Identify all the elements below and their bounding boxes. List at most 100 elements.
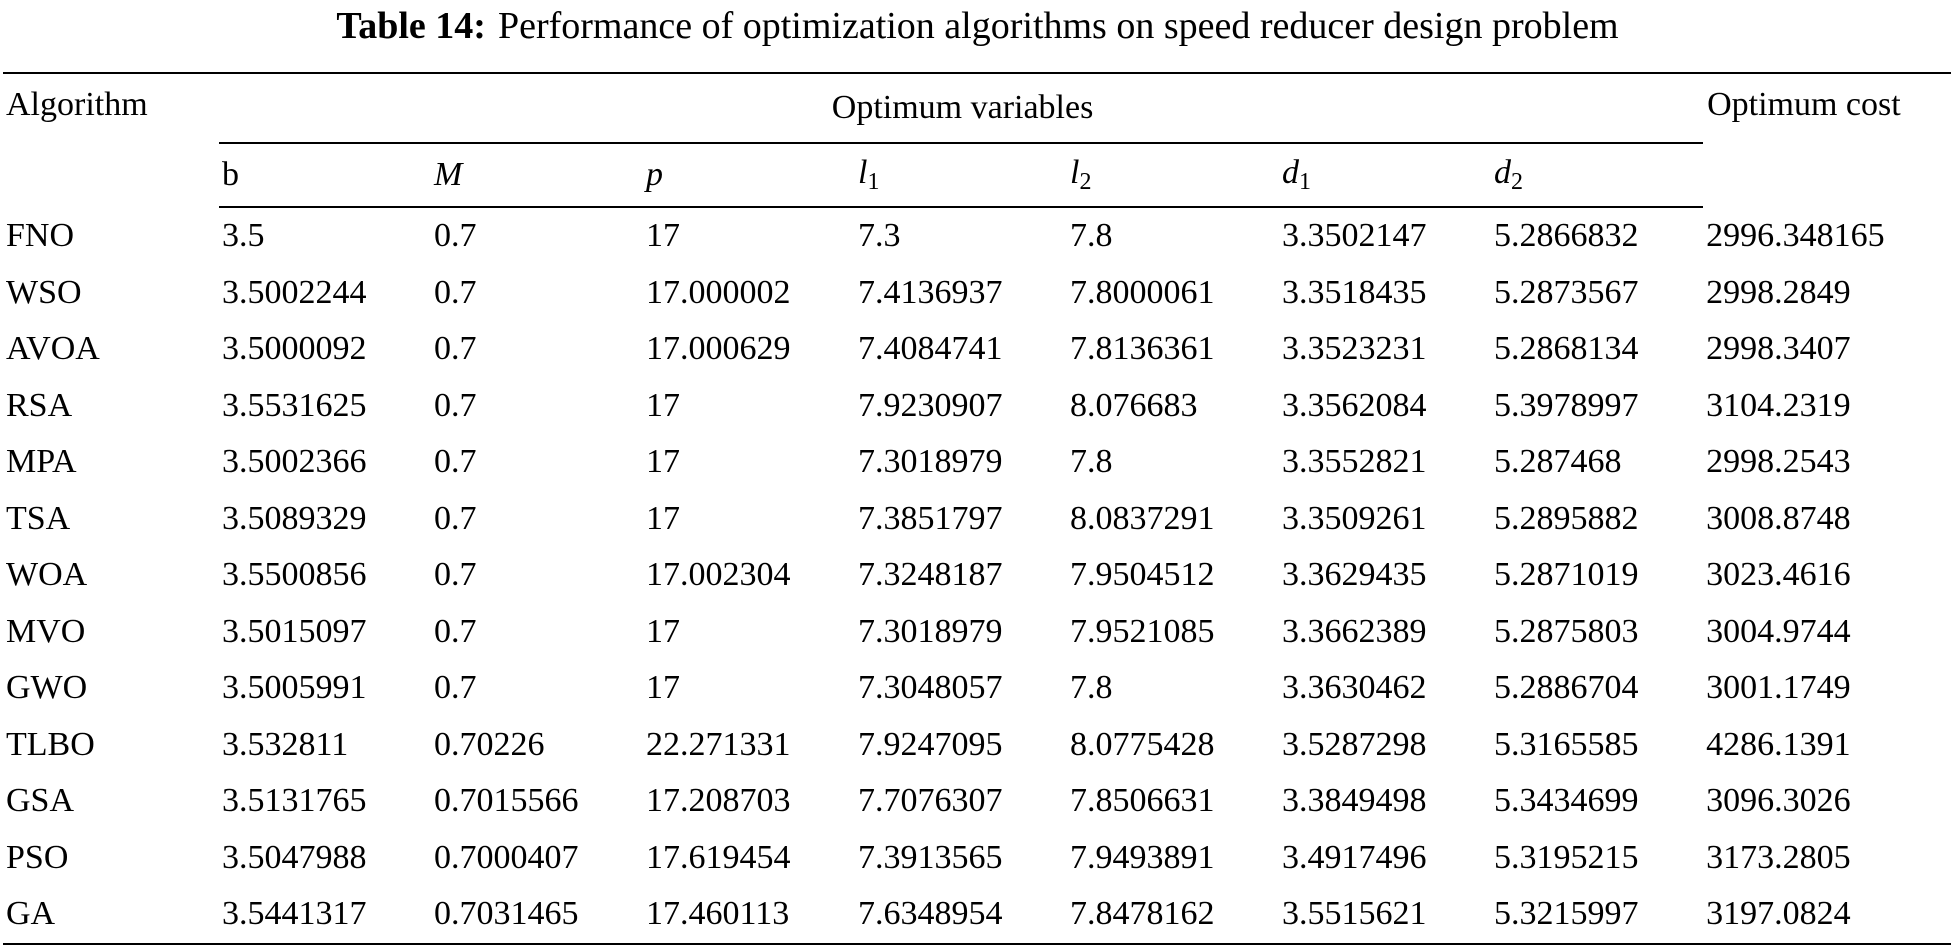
- table-caption-text: Performance of optimization algorithms o…: [497, 5, 1619, 47]
- cell-value: 5.3434699: [1494, 782, 1639, 819]
- cell-value: 7.6348954: [855, 886, 1067, 945]
- cell-algorithm: MPA: [6, 443, 77, 480]
- cell-value: 7.8: [1070, 217, 1113, 254]
- cell-value: 0.7: [434, 499, 477, 537]
- cell-value: 17.619454: [646, 838, 791, 876]
- cell-value: 3.3518435: [1282, 273, 1427, 311]
- table-row: GWO 3.5005991 0.7 17 7.3048057 7.8 3.3630462 5.…: [3, 660, 1951, 717]
- cell-value: 17: [646, 217, 680, 254]
- cell-cost: 2996.348165: [1706, 216, 1885, 254]
- table-row: TSA 3.5089329 0.7 17 7.3851797 8.0837291 3.350…: [3, 491, 1951, 548]
- cell-value: 3.4917496: [1282, 838, 1427, 876]
- cell-value: 5.2866832: [1494, 217, 1639, 254]
- cell-cost: 3023.4616: [1706, 556, 1851, 593]
- cell-cost: 2998.2543: [1706, 443, 1851, 480]
- cell-value: 8.0775428: [1070, 725, 1215, 763]
- cell-value: 17: [646, 443, 680, 480]
- header-var-l2: l2: [1067, 143, 1279, 208]
- cell-value: 7.8478162: [1067, 886, 1279, 945]
- header-optimum-variables: Optimum variables: [219, 72, 1704, 144]
- cell-value: 0.7015566: [434, 782, 579, 819]
- cell-value: 7.4136937: [858, 273, 1003, 311]
- cell-value: 0.7: [434, 669, 477, 706]
- table-row: GSA 3.5131765 0.7015566 17.208703 7.7076307 7…: [3, 773, 1951, 830]
- cell-value: 0.7: [434, 443, 477, 480]
- cell-value: 8.0837291: [1070, 499, 1215, 537]
- table-row: GA 3.5441317 0.7031465 17.460113 7.6348954 7.…: [3, 886, 1952, 945]
- cell-cost: 3104.2319: [1706, 386, 1851, 424]
- header-var-d2: d2: [1491, 143, 1704, 208]
- cell-value: 3.3523231: [1282, 330, 1427, 367]
- cell-cost: 3197.0824: [1703, 886, 1952, 945]
- cell-cost: 3008.8748: [1706, 499, 1851, 537]
- cell-value: 5.2868134: [1494, 330, 1639, 367]
- cell-value: 7.3018979: [858, 443, 1003, 480]
- table-header: Algorithm Optimum variables Optimum cost…: [3, 72, 1952, 208]
- cell-value: 7.3018979: [858, 612, 1003, 650]
- cell-value: 0.7: [434, 386, 477, 424]
- cell-algorithm: RSA: [6, 386, 73, 424]
- cell-value: 3.5002366: [222, 443, 367, 480]
- cell-value: 3.3509261: [1282, 499, 1427, 537]
- cell-value: 3.5015097: [222, 612, 367, 650]
- table-row: MVO 3.5015097 0.7 17 7.3018979 7.9521085 3.366…: [3, 604, 1951, 661]
- cell-value: 0.70226: [434, 725, 545, 763]
- header-var-p: p: [643, 143, 855, 208]
- cell-value: 3.5500856: [222, 556, 367, 593]
- cell-value: 3.5131765: [222, 782, 367, 819]
- header-optimum-cost: Optimum cost: [1703, 72, 1952, 207]
- table-row: WOA 3.5500856 0.7 17.002304 7.3248187 7.95045…: [3, 547, 1951, 604]
- cell-cost: 2998.3407: [1706, 330, 1851, 367]
- cell-value: 7.3: [858, 217, 901, 254]
- cell-value: 3.5089329: [222, 499, 367, 537]
- cell-algorithm: GA: [3, 886, 219, 945]
- table-body: FNO 3.5 0.7 17 7.3 7.8 3.3502147 5.2866832 2996.…: [3, 207, 1952, 945]
- cell-value: 7.3913565: [858, 838, 1003, 876]
- cell-value: 7.8: [1070, 669, 1113, 706]
- cell-value: 0.7: [434, 217, 477, 254]
- cell-value: 3.5287298: [1282, 725, 1427, 763]
- cell-value: 5.2886704: [1494, 669, 1639, 706]
- cell-algorithm: WSO: [6, 273, 82, 311]
- cell-value: 3.3630462: [1282, 669, 1427, 706]
- cell-value: 5.3165585: [1494, 725, 1639, 763]
- cell-value: 5.2895882: [1494, 499, 1639, 537]
- cell-value: 22.271331: [646, 725, 791, 763]
- cell-value: 3.3662389: [1282, 612, 1427, 650]
- cell-algorithm: TLBO: [6, 725, 95, 763]
- cell-value: 3.532811: [222, 725, 349, 763]
- header-algorithm: Algorithm: [3, 72, 219, 207]
- cell-value: 7.8: [1070, 443, 1113, 480]
- cell-algorithm: GSA: [6, 782, 75, 819]
- cell-value: 5.287468: [1494, 443, 1622, 480]
- cell-value: 5.2871019: [1494, 556, 1639, 593]
- cell-value: 7.7076307: [858, 782, 1003, 819]
- cell-value: 7.3248187: [858, 556, 1003, 593]
- cell-cost: 2998.2849: [1706, 273, 1851, 311]
- table-caption-label: Table 14:: [336, 5, 486, 47]
- table-row: WSO 3.5002244 0.7 17.000002 7.4136937 7.80000…: [3, 265, 1951, 322]
- cell-cost: 3096.3026: [1706, 782, 1851, 819]
- cell-cost: 3001.1749: [1706, 669, 1851, 706]
- cell-algorithm: FNO: [6, 216, 75, 254]
- header-var-b: b: [219, 143, 431, 208]
- cell-algorithm: MVO: [6, 612, 86, 650]
- cell-value: 7.9230907: [858, 386, 1003, 424]
- cell-value: 17.460113: [643, 886, 855, 945]
- cell-value: 0.7: [434, 273, 477, 311]
- header-var-l1: l1: [855, 143, 1067, 208]
- cell-value: 17.000629: [646, 330, 791, 367]
- table-row: FNO 3.5 0.7 17 7.3 7.8 3.3502147 5.2866832 2996.…: [3, 207, 1951, 265]
- cell-value: 7.8136361: [1070, 330, 1215, 367]
- cell-value: 5.3978997: [1494, 386, 1639, 424]
- cell-value: 3.5000092: [222, 330, 367, 367]
- cell-value: 3.5047988: [222, 838, 367, 876]
- header-var-d1: d1: [1279, 143, 1491, 208]
- cell-value: 3.3562084: [1282, 386, 1427, 424]
- table-row: MPA 3.5002366 0.7 17 7.3018979 7.8 3.3552821 5.…: [3, 434, 1951, 491]
- cell-value: 3.5531625: [222, 386, 367, 424]
- cell-value: 3.3849498: [1282, 782, 1427, 819]
- cell-value: 5.3215997: [1491, 886, 1704, 945]
- results-table: Algorithm Optimum variables Optimum cost…: [3, 72, 1952, 945]
- cell-value: 17: [646, 669, 680, 706]
